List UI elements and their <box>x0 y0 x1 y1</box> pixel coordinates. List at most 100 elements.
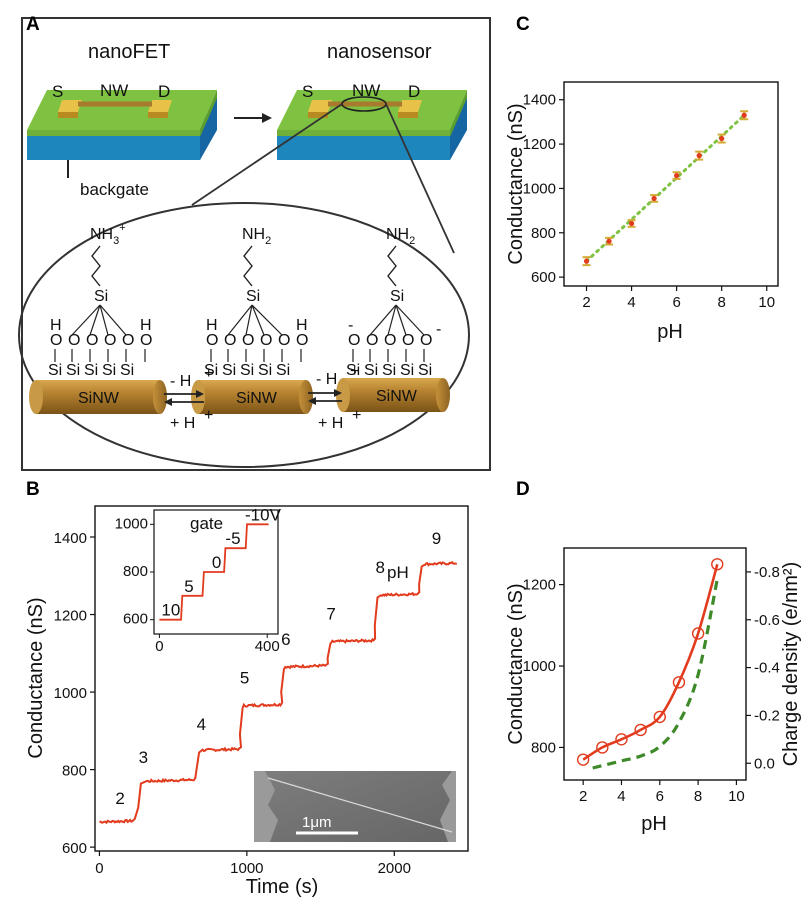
sinw-cylinder-2: SiNW <box>191 380 313 414</box>
panel-d-chart: D 800 1000 1200 0.0 -0.2 -0.4 -0.6 -0.8 2 4 6 8 10… <box>505 479 802 835</box>
panel-b-label: B <box>26 479 40 500</box>
equilibrium-2: - H + + H + <box>308 363 361 432</box>
d-ytick-label: 1000 <box>523 658 556 675</box>
panel-b-inset-trace <box>159 523 269 621</box>
svg-text:O: O <box>206 332 218 349</box>
drain-pad-left <box>148 100 172 112</box>
b-xtick-label: 1000 <box>230 860 263 877</box>
b-ph-step-label: 9 <box>432 529 441 548</box>
svg-text:Si: Si <box>204 362 218 379</box>
panel-c-chart: C 600 800 1000 1200 1400 2 4 6 8 10 pH Conductan… <box>505 14 779 343</box>
d-data-point <box>576 753 590 766</box>
d-data-point <box>711 558 724 571</box>
si-row-3: Si Si Si Si Si <box>346 362 432 379</box>
panel-b-ylabel: Conductance (nS) <box>25 597 47 758</box>
panel-a-schematic: A nanoFET nanosensor S NW D backgate <box>18 14 491 471</box>
c-xtick-label: 10 <box>758 294 775 311</box>
nanosensor-device: S NW D <box>277 81 467 160</box>
drain-pad-right <box>398 100 422 112</box>
svg-text:Si: Si <box>48 362 62 379</box>
svg-text:O: O <box>260 332 272 349</box>
source-pad-right <box>308 100 332 112</box>
equilibrium-1: - H + + H + <box>164 365 213 432</box>
bi-gate-label: 10 <box>161 601 180 620</box>
bi-ytick-label: 600 <box>123 611 148 628</box>
si-center-2: Si <box>246 288 260 305</box>
b-ytick-label: 1000 <box>54 685 87 702</box>
nw-label-left: NW <box>100 81 128 100</box>
sinw-label-3: SiNW <box>376 388 418 405</box>
b-xtick-label: 2000 <box>378 860 411 877</box>
d-y2tick-label: -0.2 <box>754 707 780 724</box>
bi-xtick-label: 400 <box>255 638 280 655</box>
d-ytick-label: 800 <box>531 739 556 756</box>
panel-d-xlabel: pH <box>641 813 667 835</box>
svg-text:Si: Si <box>240 362 254 379</box>
d-y2tick-label: -0.8 <box>754 564 780 581</box>
source-label-left: S <box>52 82 63 101</box>
sinw-label-1: SiNW <box>78 390 120 407</box>
svg-text:Si: Si <box>258 362 272 379</box>
b-conductance-trace <box>99 560 458 825</box>
svg-text:O: O <box>68 332 80 349</box>
d-y2tick-label: 0.0 <box>754 755 775 772</box>
svg-text:Si: Si <box>222 362 236 379</box>
minus-h-charge-2: + <box>350 363 359 380</box>
panel-c-label: C <box>516 14 530 35</box>
amine-neutral-1: NH2 <box>242 226 271 247</box>
b-ph-step-label: 4 <box>197 715 206 734</box>
svg-text:Si: Si <box>66 362 80 379</box>
plus-h-label-1: + H <box>170 415 195 432</box>
minus-h-charge-1: + <box>204 365 213 382</box>
bi-ytick-label: 800 <box>123 563 148 580</box>
c-ytick-label: 600 <box>531 269 556 286</box>
b-ph-step-label: 6 <box>281 630 290 649</box>
panel-c-x-axis: 2 4 6 8 10 <box>582 286 775 311</box>
panel-c-fit-line <box>585 113 746 263</box>
d-xtick-label: 8 <box>694 788 702 805</box>
svg-text:H: H <box>206 317 218 334</box>
drain-label-right: D <box>408 82 420 101</box>
svg-text:O: O <box>420 332 432 349</box>
b-ph-step-label: 3 <box>139 748 148 767</box>
panel-c-points <box>582 110 749 267</box>
bi-gate-label: -10V <box>245 505 282 524</box>
c-data-point <box>719 135 725 142</box>
scale-bar-label: 1μm <box>302 814 331 831</box>
plus-h-charge-2: + <box>352 407 361 424</box>
sinw-cylinder-1: SiNW <box>29 380 167 414</box>
d-data-point <box>672 676 686 689</box>
sem-nanowire <box>267 777 453 833</box>
c-ytick-label: 800 <box>531 225 556 242</box>
svg-text:H: H <box>296 317 308 334</box>
d-data-point <box>634 723 647 737</box>
c-xtick-label: 2 <box>582 294 590 311</box>
c-ytick-label: 1000 <box>523 180 556 197</box>
sinw-label-2: SiNW <box>236 390 278 407</box>
d-y2tick-label: -0.6 <box>754 612 780 629</box>
svg-text:O: O <box>296 332 308 349</box>
svg-text:O: O <box>140 332 152 349</box>
panel-d-y-axis: 800 1000 1200 <box>523 577 564 756</box>
c-xtick-label: 8 <box>718 294 726 311</box>
c-xtick-label: 6 <box>672 294 680 311</box>
b-ph-step-label: 5 <box>240 669 249 688</box>
d-xtick-label: 4 <box>617 788 625 805</box>
panel-d-x-axis: 2 4 6 8 10 <box>579 780 745 805</box>
d-data-point <box>596 741 609 754</box>
svg-text:O: O <box>86 332 98 349</box>
bi-gate-label: 0 <box>212 553 221 572</box>
svg-text:Si: Si <box>382 362 396 379</box>
nanofet-title: nanoFET <box>88 41 170 63</box>
si-center-1: Si <box>94 288 108 305</box>
c-data-point <box>741 112 747 118</box>
svg-text:O: O <box>278 332 290 349</box>
d-data-point <box>615 733 628 746</box>
